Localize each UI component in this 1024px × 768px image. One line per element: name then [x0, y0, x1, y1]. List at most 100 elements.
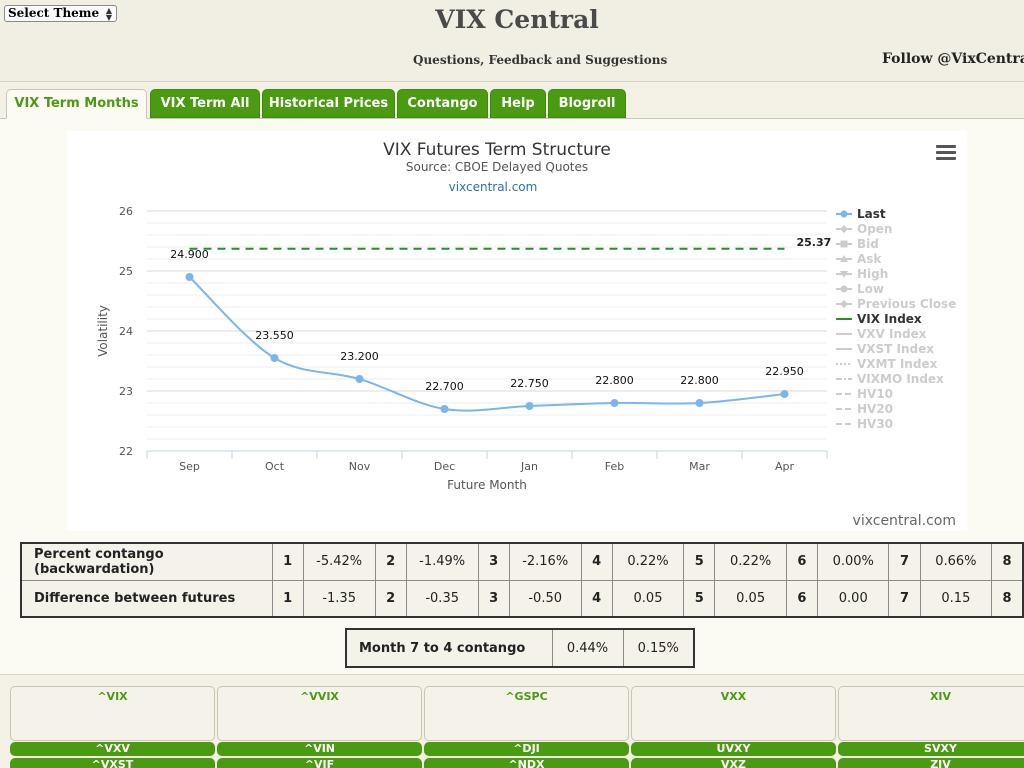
chart-credit[interactable]: vixcentral.com	[853, 513, 956, 529]
quote-card-vxx[interactable]: VXX	[631, 686, 836, 741]
legend-label: HV30	[857, 417, 893, 431]
data-point-last[interactable]	[355, 375, 364, 383]
contango-table: Percent contango (backwardation) 1 -5.42% 2…	[20, 542, 1024, 618]
month-number: 7	[888, 542, 921, 581]
legend-item[interactable]: Last	[836, 207, 886, 221]
quote-card-vix[interactable]: ^VIX	[10, 686, 215, 741]
legend-item[interactable]: Low	[836, 282, 884, 296]
legend-label: Previous Close	[857, 297, 956, 311]
legend-item[interactable]: Previous Close	[836, 297, 956, 311]
month-number: 4	[580, 579, 613, 618]
x-axis-title: Future Month	[447, 478, 527, 492]
data-point-last[interactable]	[695, 399, 704, 407]
chart-menu-icon[interactable]	[936, 145, 956, 161]
legend-label: HV10	[857, 387, 893, 401]
tab-contango[interactable]: Contango	[397, 89, 488, 118]
tab-vix-term-all[interactable]: VIX Term All	[150, 89, 260, 118]
tab-help[interactable]: Help	[490, 89, 546, 118]
legend-item[interactable]: HV30	[836, 417, 893, 431]
legend-marker	[840, 225, 848, 233]
theme-select-label: Select Theme	[8, 6, 100, 20]
quote-card-vvix[interactable]: ^VVIX	[217, 686, 422, 741]
quote-bar-vxst[interactable]: ^VXST	[10, 758, 215, 768]
legend-item[interactable]: Bid	[836, 237, 879, 251]
data-point-last[interactable]	[440, 405, 449, 413]
legend-label: VXV Index	[857, 327, 927, 341]
tab-bar: VIX Term Months VIX Term All Historical …	[0, 85, 1024, 119]
contango-value: 0.15	[919, 579, 993, 618]
theme-select[interactable]: Select Theme ▲ ▼	[4, 5, 117, 22]
updown-arrows-icon: ▲ ▼	[105, 5, 112, 22]
quote-bar-ziv[interactable]: ZIV	[838, 758, 1024, 768]
y-axis-title: Volatility	[96, 305, 110, 357]
quote-bar-uvxy[interactable]: UVXY	[631, 742, 836, 756]
data-point-last[interactable]	[270, 354, 279, 362]
data-point-last[interactable]	[780, 390, 789, 398]
legend-label: Low	[857, 282, 884, 296]
legend-label: VIXMO Index	[857, 372, 944, 386]
legend-item[interactable]: HV10	[836, 387, 893, 401]
quote-bar-svxy[interactable]: SVXY	[838, 742, 1024, 756]
month-number: 2	[374, 579, 407, 618]
month-number: 2	[374, 542, 407, 581]
month-number: 1	[271, 579, 304, 618]
legend-item[interactable]: VIXMO Index	[836, 372, 944, 386]
legend-label: Open	[857, 222, 892, 236]
tab-vix-term-months[interactable]: VIX Term Months	[6, 89, 147, 119]
follow-link[interactable]: Follow @VixCentral	[882, 51, 1024, 67]
x-tick-label: Dec	[434, 460, 455, 473]
tab-historical-prices[interactable]: Historical Prices	[262, 89, 395, 118]
legend-item[interactable]: High	[836, 267, 888, 281]
quote-bar-vxz[interactable]: VXZ	[631, 758, 836, 768]
table-row: Month 7 to 4 contango 0.44% 0.15%	[345, 628, 695, 668]
chart-series: 25.37 24.900 23.550 23.200 22.700 22.750 22.80…	[170, 236, 831, 413]
quote-bar-dji[interactable]: ^DJI	[424, 742, 629, 756]
legend-item[interactable]: HV20	[836, 402, 893, 416]
data-label: 23.200	[340, 350, 379, 363]
feedback-link[interactable]: Questions, Feedback and Suggestions	[413, 53, 668, 67]
chart-site-link[interactable]: vixcentral.com	[449, 180, 538, 194]
y-tick-label: 26	[119, 205, 133, 218]
legend-item[interactable]: VIX Index	[836, 312, 922, 326]
quote-card-xiv[interactable]: XIV	[838, 686, 1024, 741]
quote-bar-ndx[interactable]: ^NDX	[424, 758, 629, 768]
legend-label: VXST Index	[857, 342, 934, 356]
y-axis: 22 23 24 25 26	[119, 205, 133, 458]
quote-bar-vxv[interactable]: ^VXV	[10, 742, 215, 756]
y-tick-label: 22	[119, 445, 133, 458]
legend-item[interactable]: VXST Index	[836, 342, 934, 356]
chart-subtitle: Source: CBOE Delayed Quotes	[406, 160, 588, 174]
month-number: 5	[683, 579, 716, 618]
data-label: 22.800	[595, 374, 634, 387]
header: Select Theme ▲ ▼ VIX Central Questions, F…	[0, 0, 1024, 82]
quote-bar-vin[interactable]: ^VIN	[217, 742, 422, 756]
data-point-last[interactable]	[610, 399, 619, 407]
data-point-last[interactable]	[185, 273, 194, 281]
data-label: 22.800	[680, 374, 719, 387]
quote-bar-vif[interactable]: ^VIF	[217, 758, 422, 768]
data-point-last[interactable]	[525, 402, 534, 410]
legend-item[interactable]: VXMT Index	[836, 357, 938, 371]
month-number: 7	[888, 579, 921, 618]
legend-item[interactable]: Open	[836, 222, 892, 236]
legend-marker	[840, 255, 848, 262]
legend-item[interactable]: VXV Index	[836, 327, 927, 341]
data-label: 22.700	[425, 380, 464, 393]
contango-value: -1.49%	[405, 542, 479, 581]
legend-marker	[840, 271, 848, 278]
legend-item[interactable]: Ask	[836, 252, 882, 266]
data-label: 24.900	[170, 248, 209, 261]
site-title: VIX Central	[435, 5, 599, 34]
contango-value: 0.22%	[714, 542, 787, 581]
contango-value: 0.00%	[817, 542, 890, 581]
quote-card-gspc[interactable]: ^GSPC	[424, 686, 629, 741]
term-structure-chart: VIX Futures Term Structure Source: CBOE …	[67, 131, 967, 531]
data-label: 22.750	[510, 377, 549, 390]
tab-blogroll[interactable]: Blogroll	[548, 89, 626, 118]
legend-label: HV20	[857, 402, 893, 416]
chart-title: VIX Futures Term Structure	[383, 140, 611, 160]
x-tick-label: Feb	[605, 460, 624, 473]
quote-panel: ^VIX ^VVIX ^GSPC VXX XIV ^VXV ^VIN ^DJI …	[0, 684, 1024, 768]
month-number: 3	[477, 579, 510, 618]
x-axis: Sep Oct Nov Dec Jan Feb Mar Apr	[146, 450, 828, 473]
